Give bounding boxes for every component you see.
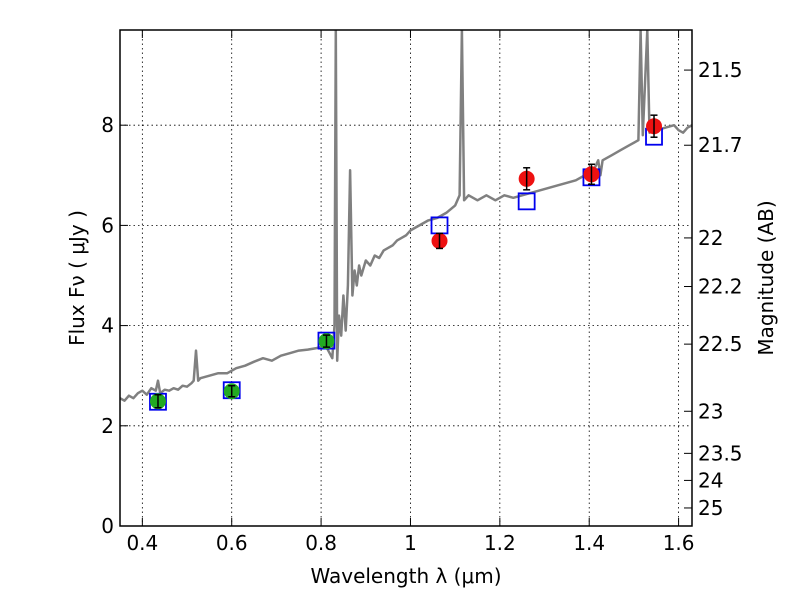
x-tick-label: 1.6 <box>663 531 695 555</box>
x-tick-label: 0.4 <box>126 531 158 555</box>
y-tick-label: 8 <box>101 113 114 137</box>
plot-frame <box>119 29 693 527</box>
y-tick-label: 4 <box>101 314 114 338</box>
y-tick-label: 6 <box>101 213 114 237</box>
x-tick-label: 1.2 <box>484 531 516 555</box>
magnitude-tick-label: 22.5 <box>698 332 743 356</box>
y-tick-label: 0 <box>101 514 114 538</box>
model-photometry-point <box>517 192 536 211</box>
spectrum-line <box>120 30 692 402</box>
magnitude-tick-label: 21.5 <box>698 58 743 82</box>
magnitude-tick-label: 21.7 <box>698 133 743 157</box>
x-tick-label: 0.6 <box>216 531 248 555</box>
magnitude-tick-label: 22.2 <box>698 275 743 299</box>
marker-layer <box>149 114 663 411</box>
magnitude-tick-label: 24 <box>698 468 723 492</box>
x-tick-label: 1.4 <box>573 531 605 555</box>
y-axis-label: Flux Fν ( μJy ) <box>65 210 89 346</box>
magnitude-tick-label: 23.5 <box>698 441 743 465</box>
x-tick-label: 0.8 <box>305 531 337 555</box>
tick-layer: 0.4 0.6 0.8 1 1.2 1.4 1.60246821.521.72222.222… <box>101 30 743 555</box>
magnitude-tick-label: 22 <box>698 226 723 250</box>
spectrum-layer <box>120 30 692 402</box>
y-tick-label: 2 <box>101 414 114 438</box>
magnitude-tick-label: 25 <box>698 496 723 520</box>
x-tick-label: 1 <box>404 531 417 555</box>
y-axis-right-label: Magnitude (AB) <box>754 200 778 355</box>
magnitude-tick-label: 23 <box>698 399 723 423</box>
x-axis-label: Wavelength λ (μm) <box>310 564 501 588</box>
